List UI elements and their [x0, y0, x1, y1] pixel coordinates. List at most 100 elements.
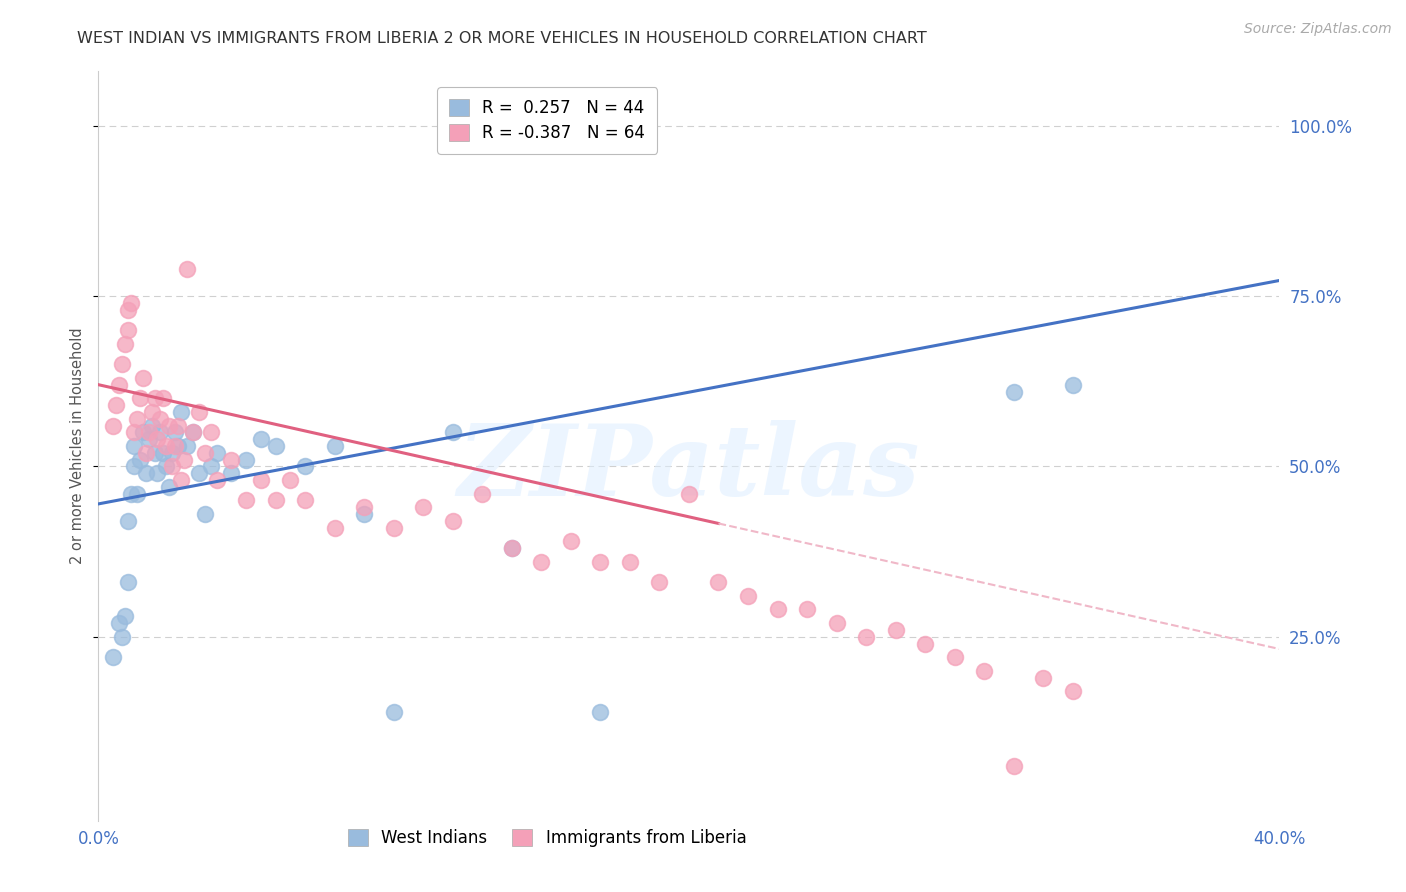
Point — [176, 261, 198, 276]
Point — [194, 446, 217, 460]
Point — [122, 439, 145, 453]
Point — [105, 398, 128, 412]
Point — [108, 616, 131, 631]
Point — [149, 411, 172, 425]
Legend: West Indians, Immigrants from Liberia: West Indians, Immigrants from Liberia — [342, 822, 754, 854]
Point — [914, 636, 936, 650]
Point — [138, 432, 160, 446]
Point — [235, 452, 257, 467]
Point — [114, 609, 136, 624]
Point — [157, 480, 180, 494]
Point — [200, 425, 222, 440]
Point — [141, 405, 163, 419]
Point — [120, 486, 142, 500]
Point — [353, 507, 375, 521]
Point — [353, 500, 375, 515]
Point — [796, 602, 818, 616]
Point — [205, 473, 228, 487]
Point — [294, 459, 316, 474]
Point — [235, 493, 257, 508]
Point — [250, 473, 273, 487]
Point — [108, 377, 131, 392]
Point — [117, 575, 139, 590]
Point — [264, 439, 287, 453]
Point — [323, 521, 346, 535]
Point — [141, 418, 163, 433]
Point — [155, 459, 177, 474]
Point — [501, 541, 523, 556]
Point — [146, 467, 169, 481]
Point — [146, 432, 169, 446]
Point — [501, 541, 523, 556]
Point — [167, 418, 190, 433]
Point — [125, 411, 148, 425]
Point — [162, 446, 183, 460]
Text: ZIPatlas: ZIPatlas — [458, 420, 920, 516]
Point — [149, 425, 172, 440]
Point — [187, 405, 209, 419]
Point — [294, 493, 316, 508]
Point — [120, 296, 142, 310]
Point — [181, 425, 204, 440]
Point — [143, 392, 166, 406]
Point — [111, 630, 134, 644]
Point — [412, 500, 434, 515]
Point — [737, 589, 759, 603]
Point — [707, 575, 730, 590]
Point — [103, 418, 125, 433]
Point — [264, 493, 287, 508]
Point — [530, 555, 553, 569]
Point — [128, 392, 150, 406]
Point — [187, 467, 209, 481]
Point — [1062, 684, 1084, 698]
Point — [122, 425, 145, 440]
Point — [157, 418, 180, 433]
Point — [155, 439, 177, 453]
Point — [589, 705, 612, 719]
Point — [125, 486, 148, 500]
Point — [117, 514, 139, 528]
Text: WEST INDIAN VS IMMIGRANTS FROM LIBERIA 2 OR MORE VEHICLES IN HOUSEHOLD CORRELATI: WEST INDIAN VS IMMIGRANTS FROM LIBERIA 2… — [77, 31, 927, 46]
Point — [221, 452, 243, 467]
Point — [471, 486, 494, 500]
Point — [152, 446, 174, 460]
Point — [152, 392, 174, 406]
Point — [382, 705, 405, 719]
Point — [560, 534, 582, 549]
Point — [648, 575, 671, 590]
Point — [135, 467, 157, 481]
Text: Source: ZipAtlas.com: Source: ZipAtlas.com — [1244, 22, 1392, 37]
Point — [825, 616, 848, 631]
Point — [176, 439, 198, 453]
Point — [165, 425, 187, 440]
Point — [194, 507, 217, 521]
Point — [441, 514, 464, 528]
Point — [122, 459, 145, 474]
Point — [135, 446, 157, 460]
Point — [973, 664, 995, 678]
Point — [111, 357, 134, 371]
Point — [323, 439, 346, 453]
Point — [441, 425, 464, 440]
Point — [678, 486, 700, 500]
Point — [117, 323, 139, 337]
Point — [943, 650, 966, 665]
Point — [855, 630, 877, 644]
Y-axis label: 2 or more Vehicles in Household: 2 or more Vehicles in Household — [70, 327, 86, 565]
Point — [132, 425, 155, 440]
Point — [382, 521, 405, 535]
Point — [205, 446, 228, 460]
Point — [619, 555, 641, 569]
Point — [114, 336, 136, 351]
Point — [1032, 671, 1054, 685]
Point — [167, 439, 190, 453]
Point — [165, 439, 187, 453]
Point — [1062, 377, 1084, 392]
Point — [181, 425, 204, 440]
Point — [138, 425, 160, 440]
Point — [1002, 384, 1025, 399]
Point — [143, 446, 166, 460]
Point — [103, 650, 125, 665]
Point — [162, 459, 183, 474]
Point — [589, 555, 612, 569]
